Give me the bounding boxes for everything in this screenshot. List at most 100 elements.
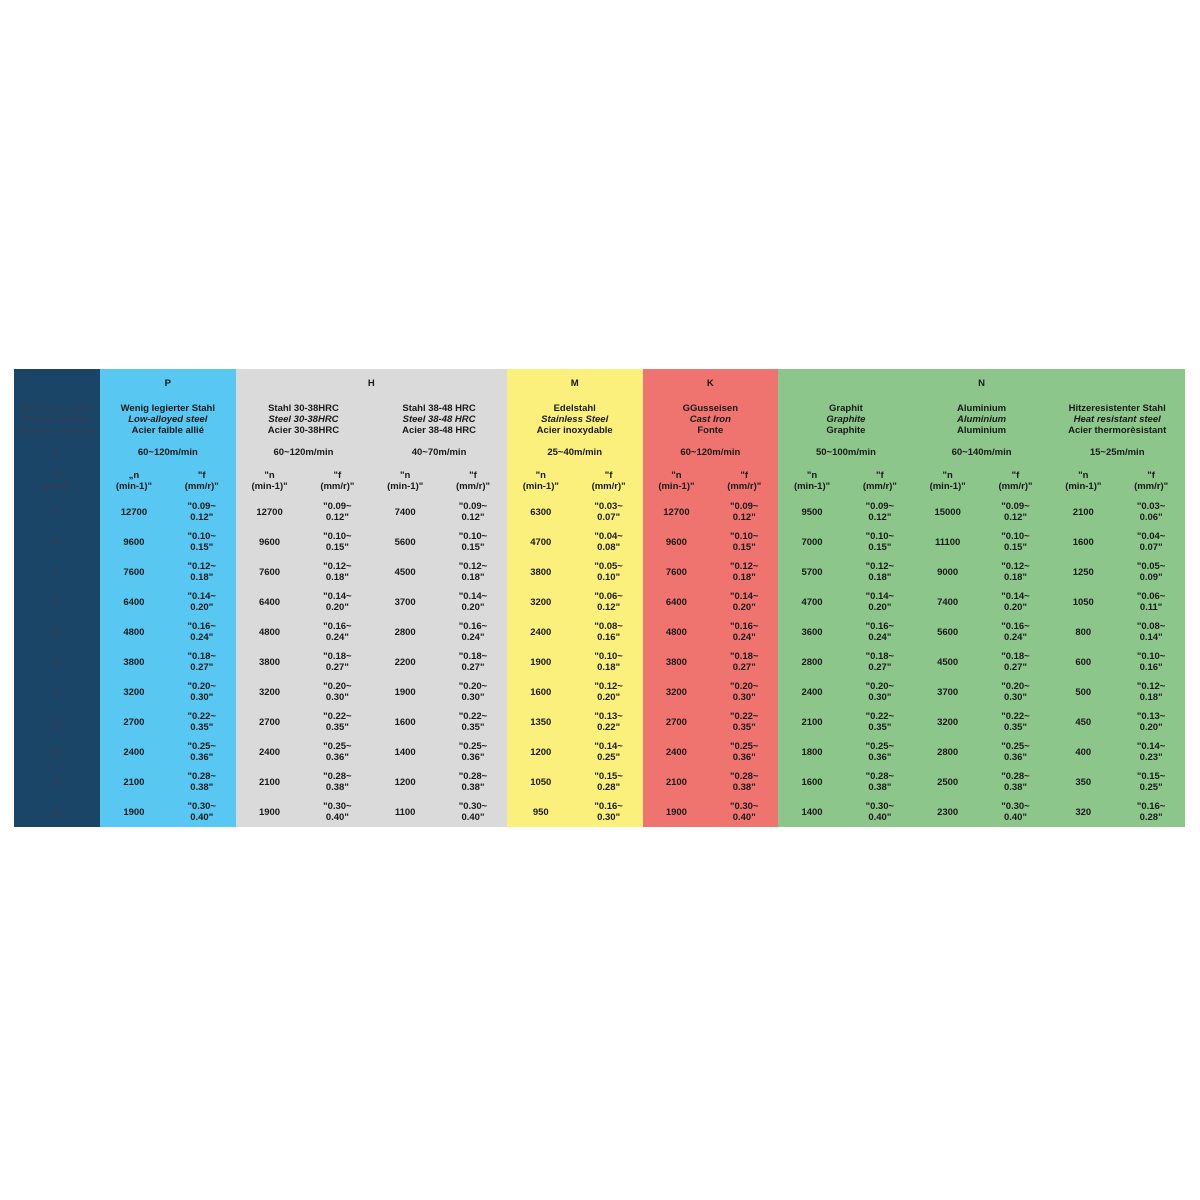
spindle-speed: 5600 (913, 617, 982, 647)
diameter-value: 8 (14, 617, 100, 647)
spindle-speed: 6400 (235, 587, 304, 617)
feed-rate: "0.22~ 0.35" (303, 707, 372, 737)
spindle-speed: 2100 (100, 767, 168, 797)
spindle-speed: 1050 (506, 767, 575, 797)
spindle-speed: 2700 (235, 707, 304, 737)
spindle-speed: 1800 (778, 737, 846, 767)
feed-rate: "0.05~ 0.09" (1117, 557, 1185, 587)
feed-rate: "0.25~ 0.36" (845, 737, 914, 767)
material-groups-label: Materialgruppen Material groups Groupes ma… (14, 398, 100, 440)
spindle-speed: 2400 (235, 737, 304, 767)
group-code-M: M (506, 369, 643, 398)
feed-rate: "0.28~ 0.38" (303, 767, 372, 797)
material-name-de: Graphit (829, 402, 863, 414)
spindle-speed: 5700 (778, 557, 846, 587)
n-header: "n (min-1)" (235, 465, 304, 497)
spindle-speed: 4700 (506, 527, 575, 557)
table-row: 4 9600 "0.10~ 0.15" 9600 "0.10~ 0.15" 5600 "0.… (14, 527, 1185, 557)
cutting-speed: 60~120m/min (642, 440, 779, 465)
spindle-speed: 9500 (778, 497, 846, 527)
spindle-speed: 12700 (100, 497, 168, 527)
feed-rate: "0.05~ 0.10" (574, 557, 643, 587)
spindle-speed: 1900 (642, 797, 711, 827)
feed-rate: "0.14~ 0.20" (981, 587, 1050, 617)
spindle-speed: 4800 (100, 617, 168, 647)
feed-rate: "0.10~ 0.16" (1117, 647, 1185, 677)
feed-rate: "0.10~ 0.18" (574, 647, 643, 677)
material-groups-de: Materialgruppen (20, 402, 94, 414)
material-name-en: Cast Iron (689, 413, 731, 425)
feed-rate: "0.14~ 0.20" (303, 587, 372, 617)
feed-rate: "0.04~ 0.08" (574, 527, 643, 557)
diameter-value: 16 (14, 737, 100, 767)
material-name-de: GGusseisen (682, 402, 739, 414)
spindle-speed: 800 (1049, 617, 1118, 647)
cutting-speed-row: Vc 60~120m/min 60~120m/min 40~70m/min 25~40m… (14, 440, 1185, 465)
spindle-speed: 1600 (506, 677, 575, 707)
material-name: Stahl 30-38HRC Steel 30-38HRC Acier 30-38H… (235, 398, 372, 440)
spindle-speed: 1200 (371, 767, 440, 797)
spindle-speed: 2400 (506, 617, 575, 647)
spindle-speed: 3200 (235, 677, 304, 707)
feed-rate: "0.30~ 0.40" (981, 797, 1050, 827)
spindle-speed: 15000 (913, 497, 982, 527)
feed-rate: "0.30~ 0.40" (845, 797, 914, 827)
material-name-de: Hitzeresistenter Stahl (1068, 402, 1166, 414)
spindle-speed: 1600 (1049, 527, 1118, 557)
n-header: "n (min-1)" (506, 465, 575, 497)
spindle-speed: 12700 (642, 497, 711, 527)
material-name: Wenig legierter Stahl Low-alloyed steel Ac… (100, 398, 236, 440)
spindle-speed: 1400 (778, 797, 846, 827)
group-code-P: P (100, 369, 236, 398)
spindle-speed: 3200 (506, 587, 575, 617)
feed-rate: "0.25~ 0.36" (439, 737, 507, 767)
spindle-speed: 3200 (913, 707, 982, 737)
spindle-speed: 7400 (913, 587, 982, 617)
spindle-speed: 2700 (642, 707, 711, 737)
feed-rate: "0.30~ 0.40" (439, 797, 507, 827)
feed-rate: "0.09~ 0.12" (303, 497, 372, 527)
spindle-speed: 7600 (642, 557, 711, 587)
spindle-speed: 3800 (506, 557, 575, 587)
feed-rate: "0.18~ 0.27" (981, 647, 1050, 677)
material-name-fr: Acier inoxydable (536, 424, 613, 436)
spindle-speed: 6400 (100, 587, 168, 617)
diameter-label: "Ø (mm)" (14, 465, 100, 497)
feed-rate: "0.16~ 0.28" (1117, 797, 1185, 827)
spindle-speed: 3200 (642, 677, 711, 707)
feed-rate: "0.16~ 0.30" (574, 797, 643, 827)
feed-rate: "0.28~ 0.38" (439, 767, 507, 797)
n-header: "n (min-1)" (1049, 465, 1118, 497)
feed-rate: "0.16~ 0.24" (981, 617, 1050, 647)
material-name: Hitzeresistenter Stahl Heat resistant ste… (1049, 398, 1185, 440)
feed-rate: "0.25~ 0.36" (167, 737, 236, 767)
material-groups-en: Material groups (21, 413, 93, 425)
feed-rate: "0.20~ 0.30" (845, 677, 914, 707)
spindle-speed: 600 (1049, 647, 1118, 677)
feed-rate: "0.03~ 0.06" (1117, 497, 1185, 527)
feed-rate: "0.14~ 0.20" (167, 587, 236, 617)
feed-rate: "0.20~ 0.30" (439, 677, 507, 707)
spindle-speed: 2100 (642, 767, 711, 797)
feed-rate: "0.15~ 0.25" (1117, 767, 1185, 797)
spindle-speed: 4700 (778, 587, 846, 617)
material-name-en: Steel 30-38HRC (268, 413, 339, 425)
spindle-speed: 5600 (371, 527, 440, 557)
diameter-value: 10 (14, 647, 100, 677)
cutting-speed: 15~25m/min (1049, 440, 1185, 465)
feed-rate: "0.14~ 0.20" (439, 587, 507, 617)
spindle-speed: 2800 (371, 617, 440, 647)
feed-rate: "0.10~ 0.15" (845, 527, 914, 557)
spindle-speed: 2400 (100, 737, 168, 767)
material-name-en: Graphite (826, 413, 866, 425)
feed-rate: "0.09~ 0.12" (710, 497, 779, 527)
f-header: "f (mm/r)" (574, 465, 643, 497)
cutting-speed: 60~120m/min (100, 440, 236, 465)
spindle-speed: 950 (506, 797, 575, 827)
material-name-de: Aluminium (957, 402, 1007, 414)
label-cell (14, 369, 100, 398)
spindle-speed: 12700 (235, 497, 304, 527)
material-name-de: Stahl 30-38HRC (268, 402, 339, 414)
spindle-speed: 1050 (1049, 587, 1118, 617)
spindle-speed: 1900 (506, 647, 575, 677)
